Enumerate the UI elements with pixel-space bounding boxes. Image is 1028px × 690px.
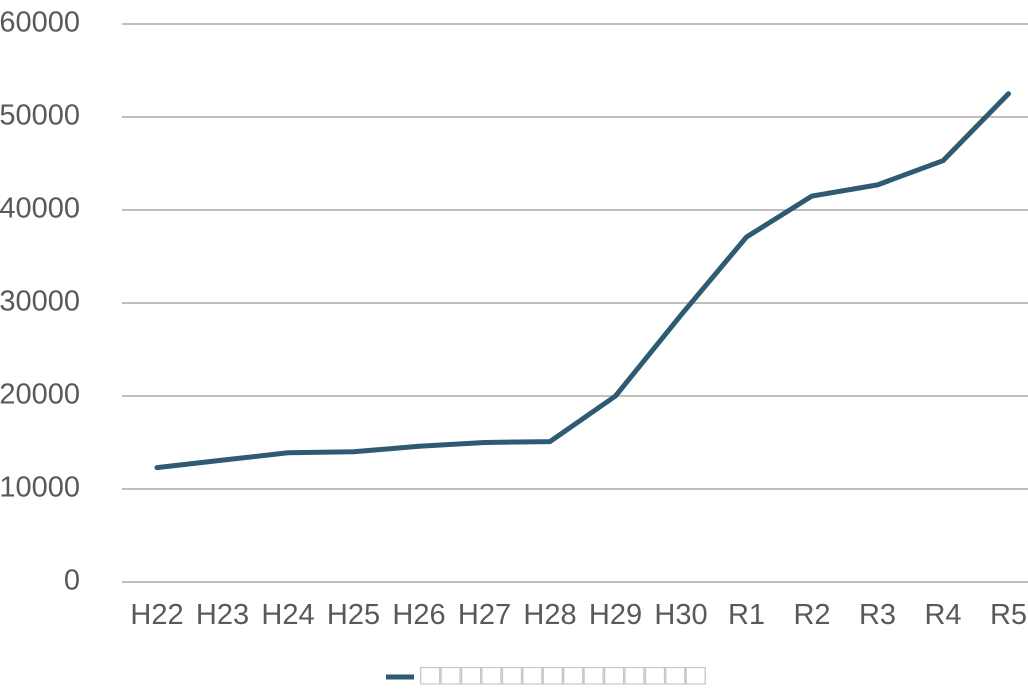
x-tick-label-H29: H29 (589, 599, 642, 631)
y-tick-label-60000: 60000 (0, 7, 80, 39)
x-axis-ticks: H22 H23 H24 H25 H26 H27 H28 H29 H30 R1 R2 R3 R4 R5 (130, 599, 1027, 631)
series-line-0 (157, 94, 1009, 468)
x-tick-label-R3: R3 (859, 599, 896, 631)
y-tick-label-10000: 10000 (0, 472, 80, 504)
x-tick-label-H23: H23 (196, 599, 249, 631)
x-tick-label-H22: H22 (130, 599, 183, 631)
y-tick-label-0: 0 (64, 565, 80, 597)
x-tick-label-R2: R2 (793, 599, 830, 631)
y-tick-label-50000: 50000 (0, 100, 80, 132)
x-tick-label-H25: H25 (327, 599, 380, 631)
x-tick-label-R4: R4 (924, 599, 961, 631)
y-tick-label-40000: 40000 (0, 193, 80, 225)
x-tick-label-H24: H24 (261, 599, 314, 631)
x-tick-label-H26: H26 (392, 599, 445, 631)
x-tick-label-R1: R1 (728, 599, 765, 631)
legend: □□□□□□□□□□□□□□ (386, 660, 707, 690)
x-tick-label-H27: H27 (458, 599, 511, 631)
y-tick-label-20000: 20000 (0, 379, 80, 411)
legend-label: □□□□□□□□□□□□□□ (420, 660, 707, 690)
x-tick-label-H28: H28 (523, 599, 576, 631)
y-tick-label-30000: 30000 (0, 286, 80, 318)
x-tick-label-H30: H30 (654, 599, 707, 631)
y-axis-ticks: 0 10000 20000 30000 40000 50000 60000 (0, 7, 80, 597)
gridlines (122, 24, 1028, 582)
x-tick-label-R5: R5 (990, 599, 1027, 631)
series-layer (157, 94, 1009, 468)
